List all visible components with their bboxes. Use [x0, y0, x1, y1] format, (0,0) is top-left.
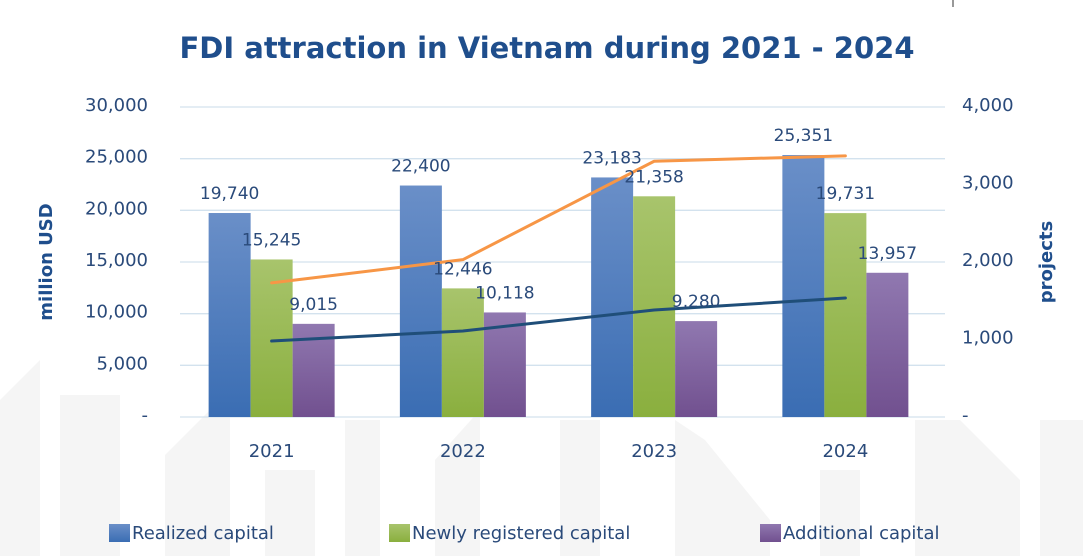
- y-tick-label: 20,000: [85, 198, 148, 219]
- data-label: 10,118: [475, 283, 534, 303]
- data-labels: 19,740 22,400 23,183 25,351 15,245 12,446 21,3…: [200, 126, 917, 315]
- y-axis-left-title: million USD: [36, 203, 57, 320]
- data-label: 25,351: [774, 126, 833, 146]
- bar-additional-capital: [675, 321, 718, 417]
- y-tick-label: 15,000: [85, 250, 148, 271]
- y2-tick-label: 2,000: [962, 250, 1014, 271]
- y-axis-right-title: projects: [1036, 221, 1057, 304]
- legend-swatch: [760, 524, 781, 542]
- bar-realized-capital: [591, 177, 634, 417]
- y2-tick-label: 3,000: [962, 173, 1014, 194]
- bar-newly-registered-capital: [441, 288, 484, 417]
- y-axis-right: - 1,000 2,000 3,000 4,000: [962, 95, 1014, 426]
- bar-newly-registered-capital: [633, 196, 676, 417]
- data-label: 9,280: [672, 292, 721, 312]
- bar-newly-registered-capital: [824, 213, 867, 417]
- data-label: 19,731: [816, 184, 875, 204]
- data-label: 13,957: [858, 244, 917, 264]
- legend-swatch: [389, 524, 410, 542]
- y2-tick-label: 4,000: [962, 95, 1014, 116]
- y-tick-label: 30,000: [85, 95, 148, 116]
- x-tick-label: 2024: [822, 441, 868, 462]
- bar-newly-registered-capital: [250, 259, 293, 417]
- x-tick-label: 2023: [631, 441, 677, 462]
- y-tick-label: 10,000: [85, 302, 148, 323]
- bars: [208, 155, 909, 417]
- background-watermark: [0, 360, 1083, 556]
- x-axis-labels: 2021 2022 2023 2024: [249, 441, 869, 462]
- y-tick-label: 5,000: [96, 353, 148, 374]
- y2-tick-label: 1,000: [962, 328, 1014, 349]
- line-series: [270, 296, 847, 343]
- data-label: 15,245: [242, 230, 301, 250]
- legend-label: Realized capital: [132, 523, 274, 544]
- data-label: 12,446: [433, 259, 492, 279]
- y-tick-label: 25,000: [85, 147, 148, 168]
- x-tick-label: 2021: [249, 441, 295, 462]
- y-axis-left: - 5,000 10,000 15,000 20,000 25,000 30,000: [85, 95, 148, 426]
- data-label: 23,183: [582, 148, 641, 168]
- data-label: 9,015: [289, 295, 338, 315]
- data-label: 22,400: [391, 157, 450, 177]
- legend: Realized capital Newly registered capital…: [109, 523, 940, 544]
- legend-swatch: [109, 524, 130, 542]
- line-series: [270, 154, 847, 285]
- lines: [270, 154, 847, 343]
- legend-label: Newly registered capital: [412, 523, 630, 544]
- chart-title: FDI attraction in Vietnam during 2021 - …: [179, 31, 914, 65]
- data-label: 19,740: [200, 184, 259, 204]
- bar-additional-capital: [866, 272, 909, 417]
- data-label: 21,358: [624, 167, 683, 187]
- bar-realized-capital: [208, 213, 251, 417]
- y-tick-label: -: [142, 405, 149, 426]
- legend-label: Additional capital: [783, 523, 940, 544]
- x-tick-label: 2022: [440, 441, 486, 462]
- bar-realized-capital: [782, 155, 825, 417]
- bar-additional-capital: [483, 312, 526, 417]
- bar-realized-capital: [399, 185, 442, 417]
- y2-tick-label: -: [962, 405, 969, 426]
